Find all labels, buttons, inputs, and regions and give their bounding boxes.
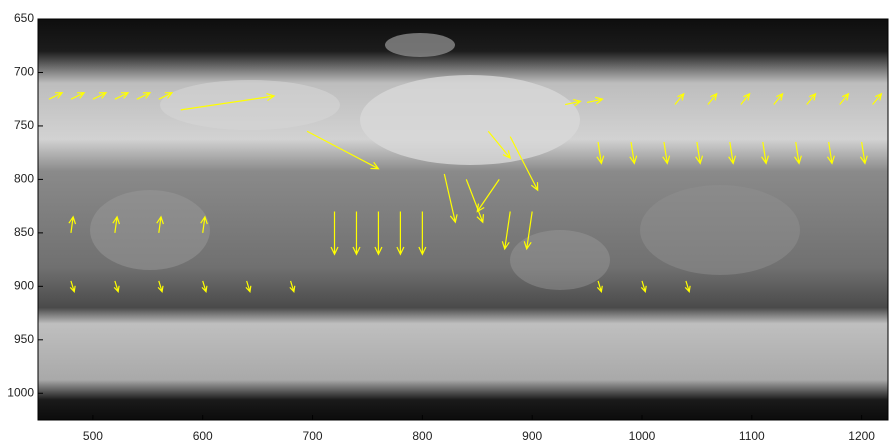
y-tick-label: 700 <box>14 65 34 79</box>
figure: 500 600 700 800 900 1000 1100 1200 650 700 750 800 8… <box>0 0 891 448</box>
y-tick-label: 950 <box>14 332 34 346</box>
x-tick-label: 800 <box>412 429 432 443</box>
x-tick-label: 600 <box>193 429 213 443</box>
x-tick-label: 700 <box>303 429 323 443</box>
y-tick-label: 900 <box>14 279 34 293</box>
x-tick-label: 1000 <box>629 429 656 443</box>
x-tick-label: 1100 <box>739 429 765 443</box>
y-tick-label: 650 <box>14 11 34 25</box>
x-tick-label: 1200 <box>848 429 875 443</box>
y-tick-label: 850 <box>14 225 34 239</box>
background-image <box>38 19 888 420</box>
y-tick-label: 800 <box>14 172 34 186</box>
y-tick-label: 750 <box>14 118 34 132</box>
x-tick-label: 500 <box>83 429 103 443</box>
x-tick-label: 900 <box>522 429 542 443</box>
y-tick-label: 1000 <box>7 385 34 399</box>
